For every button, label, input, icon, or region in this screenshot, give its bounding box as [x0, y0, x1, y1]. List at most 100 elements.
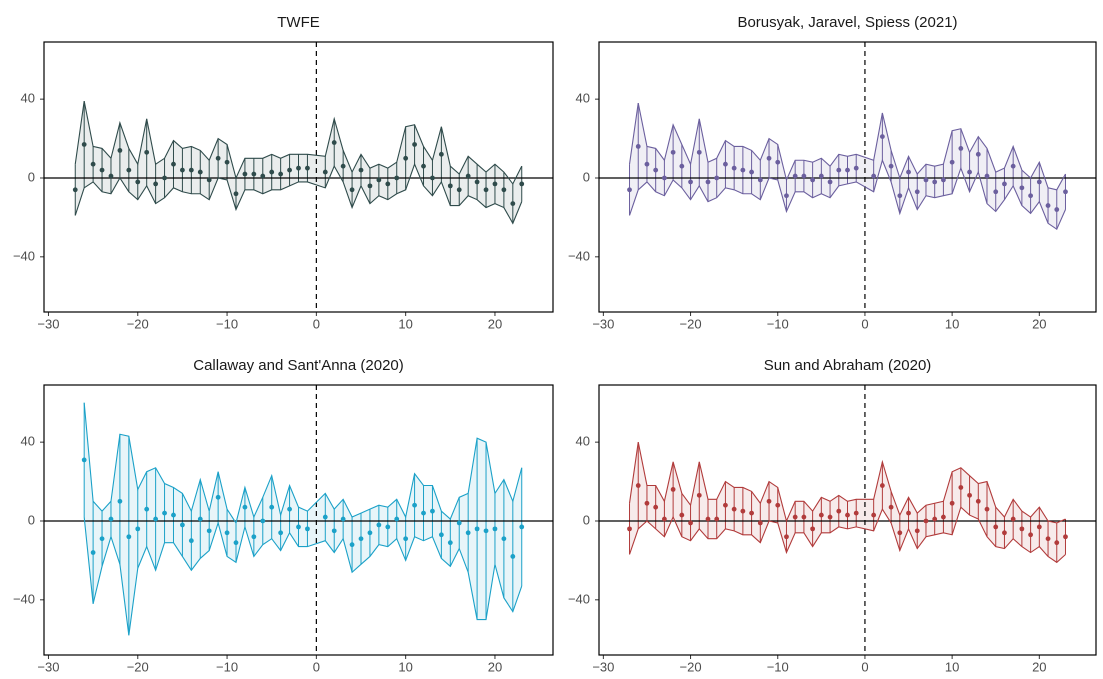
y-tick-label: 0	[583, 169, 590, 184]
estimate-point	[483, 187, 489, 193]
estimate-point	[438, 532, 444, 538]
estimate-point	[197, 516, 203, 522]
estimate-point	[1063, 189, 1068, 195]
estimate-point	[447, 540, 453, 546]
estimate-point	[644, 161, 650, 167]
estimate-point	[679, 512, 685, 518]
lower-bound	[628, 158, 1066, 231]
x-tick-label: 0	[861, 659, 868, 674]
estimate-point	[206, 177, 212, 183]
estimate-point	[1010, 516, 1016, 522]
estimate-point	[197, 169, 203, 175]
estimate-point	[984, 173, 990, 179]
estimate-point	[818, 173, 824, 179]
estimate-point	[871, 512, 877, 518]
x-tick-label: 20	[1032, 316, 1046, 331]
estimate-point	[108, 516, 114, 522]
estimate-point	[99, 167, 105, 173]
y-tick-label: 40	[576, 91, 590, 106]
estimate-point	[723, 502, 728, 508]
estimate-point	[775, 159, 781, 165]
estimate-point	[653, 167, 659, 173]
estimate-point	[871, 173, 877, 179]
estimate-point	[135, 179, 141, 185]
estimate-point	[792, 173, 798, 179]
estimate-point	[836, 508, 842, 514]
estimate-point	[456, 520, 462, 526]
estimate-point	[465, 530, 471, 536]
estimate-point	[627, 526, 632, 532]
estimate-point	[224, 159, 230, 165]
estimate-point	[108, 173, 114, 179]
estimate-point	[287, 167, 292, 173]
estimate-point	[853, 510, 859, 516]
estimate-point	[340, 163, 346, 169]
y-tick-label: −40	[13, 248, 35, 263]
estimate-point	[144, 506, 150, 512]
x-tick-label: 20	[488, 659, 502, 674]
x-tick-label: −10	[216, 659, 238, 674]
estimate-point	[438, 151, 444, 157]
x-tick-label: −30	[592, 316, 614, 331]
estimate-point	[72, 187, 78, 193]
estimate-point	[376, 177, 382, 183]
estimate-point	[260, 173, 266, 179]
estimate-point	[510, 554, 516, 559]
y-tick-label: 0	[28, 512, 35, 527]
estimate-point	[984, 506, 990, 512]
x-tick-label: −20	[127, 659, 149, 674]
estimate-point	[483, 528, 489, 534]
estimate-point	[242, 504, 248, 510]
estimate-point	[99, 536, 105, 542]
y-tick-label: −40	[13, 591, 35, 606]
estimate-point	[349, 187, 355, 193]
estimate-point	[153, 516, 159, 522]
x-tick-label: −30	[37, 659, 59, 674]
x-tick-label: 20	[1032, 659, 1046, 674]
panel: TWFE −30 −20 −10 0 10 20 −40 0 40	[13, 14, 554, 331]
x-tick-label: −10	[767, 316, 789, 331]
estimate-point	[1028, 532, 1034, 538]
estimate-point	[474, 526, 480, 532]
estimate-point	[358, 536, 364, 542]
estimate-point	[81, 142, 87, 147]
estimate-point	[215, 494, 221, 500]
estimate-point	[224, 530, 230, 536]
estimate-point	[949, 500, 955, 506]
estimate-point	[644, 500, 650, 506]
estimate-point	[180, 522, 185, 528]
estimate-point	[801, 173, 807, 179]
estimate-point	[705, 516, 711, 522]
estimate-point	[1002, 181, 1007, 187]
estimate-point	[749, 169, 754, 175]
estimate-point	[967, 492, 972, 498]
estimate-point	[906, 169, 911, 175]
estimate-point	[492, 181, 498, 187]
estimate-point	[958, 146, 964, 151]
estimate-point	[975, 151, 981, 157]
estimate-point	[784, 534, 789, 540]
estimate-point	[447, 183, 453, 189]
estimate-point	[162, 510, 167, 516]
x-tick-label: −20	[680, 659, 702, 674]
estimate-point	[897, 530, 903, 536]
estimate-point	[845, 167, 850, 173]
estimate-point	[993, 189, 999, 195]
estimate-point	[465, 173, 471, 179]
estimate-point	[705, 179, 711, 185]
lower-bound	[83, 516, 523, 636]
x-tick-label: 20	[488, 316, 502, 331]
estimate-point	[188, 167, 194, 173]
estimate-point	[993, 524, 999, 530]
estimate-point	[1063, 534, 1068, 540]
estimate-point	[1028, 193, 1034, 199]
estimate-point	[358, 167, 364, 173]
estimate-point	[941, 177, 946, 183]
estimate-point	[474, 179, 480, 185]
estimate-point	[801, 514, 807, 520]
estimate-point	[385, 181, 391, 187]
estimate-point	[757, 520, 763, 526]
x-tick-label: 10	[945, 659, 959, 674]
estimate-point	[827, 514, 833, 520]
